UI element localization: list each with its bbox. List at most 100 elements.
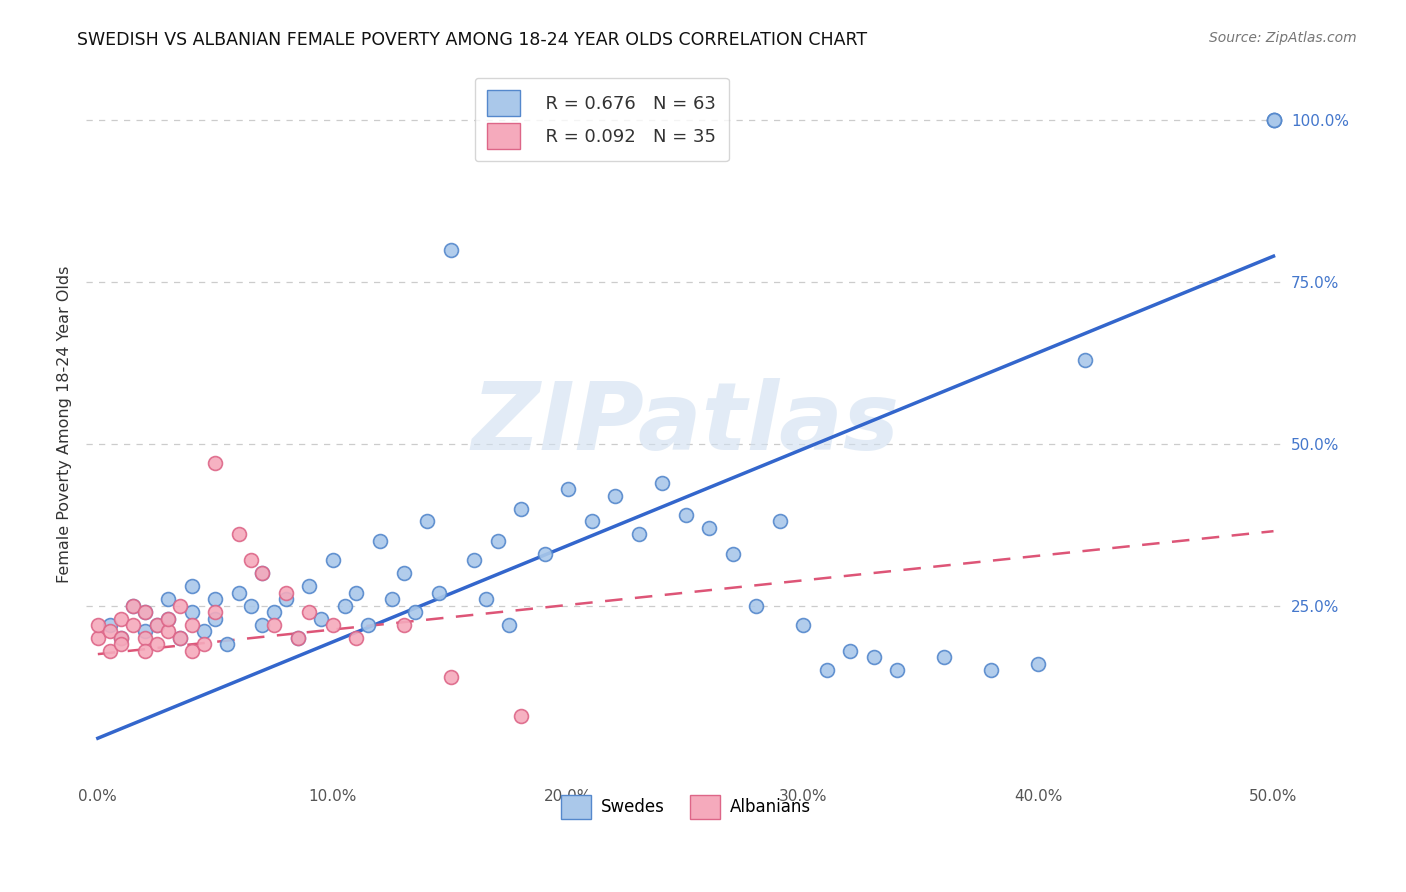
Point bbox=[157, 611, 180, 625]
Point bbox=[239, 599, 262, 613]
Point bbox=[605, 489, 627, 503]
Point bbox=[475, 592, 498, 607]
Point bbox=[1263, 113, 1285, 128]
Point bbox=[298, 579, 321, 593]
Point bbox=[298, 605, 321, 619]
Point bbox=[122, 618, 145, 632]
Point bbox=[309, 611, 332, 625]
Point bbox=[204, 611, 226, 625]
Point bbox=[404, 605, 426, 619]
Point bbox=[627, 527, 650, 541]
Point bbox=[721, 547, 744, 561]
Point bbox=[204, 456, 226, 470]
Point bbox=[1263, 113, 1285, 128]
Point bbox=[498, 618, 520, 632]
Point bbox=[486, 533, 509, 548]
Point bbox=[157, 624, 180, 639]
Point bbox=[217, 637, 239, 651]
Point bbox=[145, 618, 167, 632]
Point bbox=[1074, 352, 1097, 367]
Point bbox=[392, 618, 415, 632]
Point bbox=[228, 527, 250, 541]
Point bbox=[557, 482, 579, 496]
Point bbox=[180, 605, 202, 619]
Text: Source: ZipAtlas.com: Source: ZipAtlas.com bbox=[1209, 31, 1357, 45]
Point bbox=[110, 637, 132, 651]
Point bbox=[839, 644, 862, 658]
Point bbox=[357, 618, 380, 632]
Point bbox=[228, 585, 250, 599]
Point bbox=[792, 618, 814, 632]
Point bbox=[134, 605, 156, 619]
Legend: Swedes, Albanians: Swedes, Albanians bbox=[554, 789, 817, 825]
Point bbox=[392, 566, 415, 581]
Point bbox=[98, 618, 121, 632]
Point bbox=[274, 592, 297, 607]
Point bbox=[134, 644, 156, 658]
Point bbox=[204, 605, 226, 619]
Point bbox=[87, 631, 110, 645]
Point bbox=[346, 631, 368, 645]
Point bbox=[134, 631, 156, 645]
Point bbox=[1263, 113, 1285, 128]
Point bbox=[87, 618, 110, 632]
Point bbox=[110, 631, 132, 645]
Point bbox=[287, 631, 309, 645]
Point bbox=[815, 663, 838, 677]
Point bbox=[980, 663, 1002, 677]
Point bbox=[98, 644, 121, 658]
Point bbox=[157, 592, 180, 607]
Point bbox=[651, 475, 673, 490]
Point bbox=[416, 515, 439, 529]
Point bbox=[180, 644, 202, 658]
Point bbox=[193, 624, 215, 639]
Point bbox=[381, 592, 404, 607]
Point bbox=[169, 599, 191, 613]
Point bbox=[263, 618, 285, 632]
Point bbox=[193, 637, 215, 651]
Point bbox=[439, 243, 461, 257]
Point bbox=[427, 585, 450, 599]
Point bbox=[675, 508, 697, 522]
Point bbox=[98, 624, 121, 639]
Point bbox=[169, 631, 191, 645]
Point bbox=[274, 585, 297, 599]
Point bbox=[134, 605, 156, 619]
Point bbox=[252, 566, 274, 581]
Point bbox=[263, 605, 285, 619]
Point bbox=[252, 618, 274, 632]
Point bbox=[145, 618, 167, 632]
Point bbox=[745, 599, 768, 613]
Point bbox=[145, 637, 167, 651]
Text: SWEDISH VS ALBANIAN FEMALE POVERTY AMONG 18-24 YEAR OLDS CORRELATION CHART: SWEDISH VS ALBANIAN FEMALE POVERTY AMONG… bbox=[77, 31, 868, 49]
Point bbox=[110, 631, 132, 645]
Point bbox=[239, 553, 262, 567]
Text: ZIPatlas: ZIPatlas bbox=[471, 378, 900, 470]
Point bbox=[252, 566, 274, 581]
Point bbox=[322, 618, 344, 632]
Point bbox=[322, 553, 344, 567]
Point bbox=[862, 650, 884, 665]
Point bbox=[122, 599, 145, 613]
Point bbox=[769, 515, 792, 529]
Point bbox=[886, 663, 908, 677]
Point bbox=[510, 501, 533, 516]
Point bbox=[333, 599, 356, 613]
Point bbox=[204, 592, 226, 607]
Point bbox=[463, 553, 485, 567]
Point bbox=[346, 585, 368, 599]
Point bbox=[287, 631, 309, 645]
Point bbox=[368, 533, 391, 548]
Point bbox=[1028, 657, 1050, 671]
Point bbox=[697, 521, 720, 535]
Point bbox=[533, 547, 555, 561]
Point bbox=[439, 670, 461, 684]
Point bbox=[510, 708, 533, 723]
Point bbox=[134, 624, 156, 639]
Y-axis label: Female Poverty Among 18-24 Year Olds: Female Poverty Among 18-24 Year Olds bbox=[58, 266, 72, 583]
Point bbox=[110, 611, 132, 625]
Point bbox=[122, 599, 145, 613]
Point bbox=[934, 650, 956, 665]
Point bbox=[180, 618, 202, 632]
Point bbox=[169, 631, 191, 645]
